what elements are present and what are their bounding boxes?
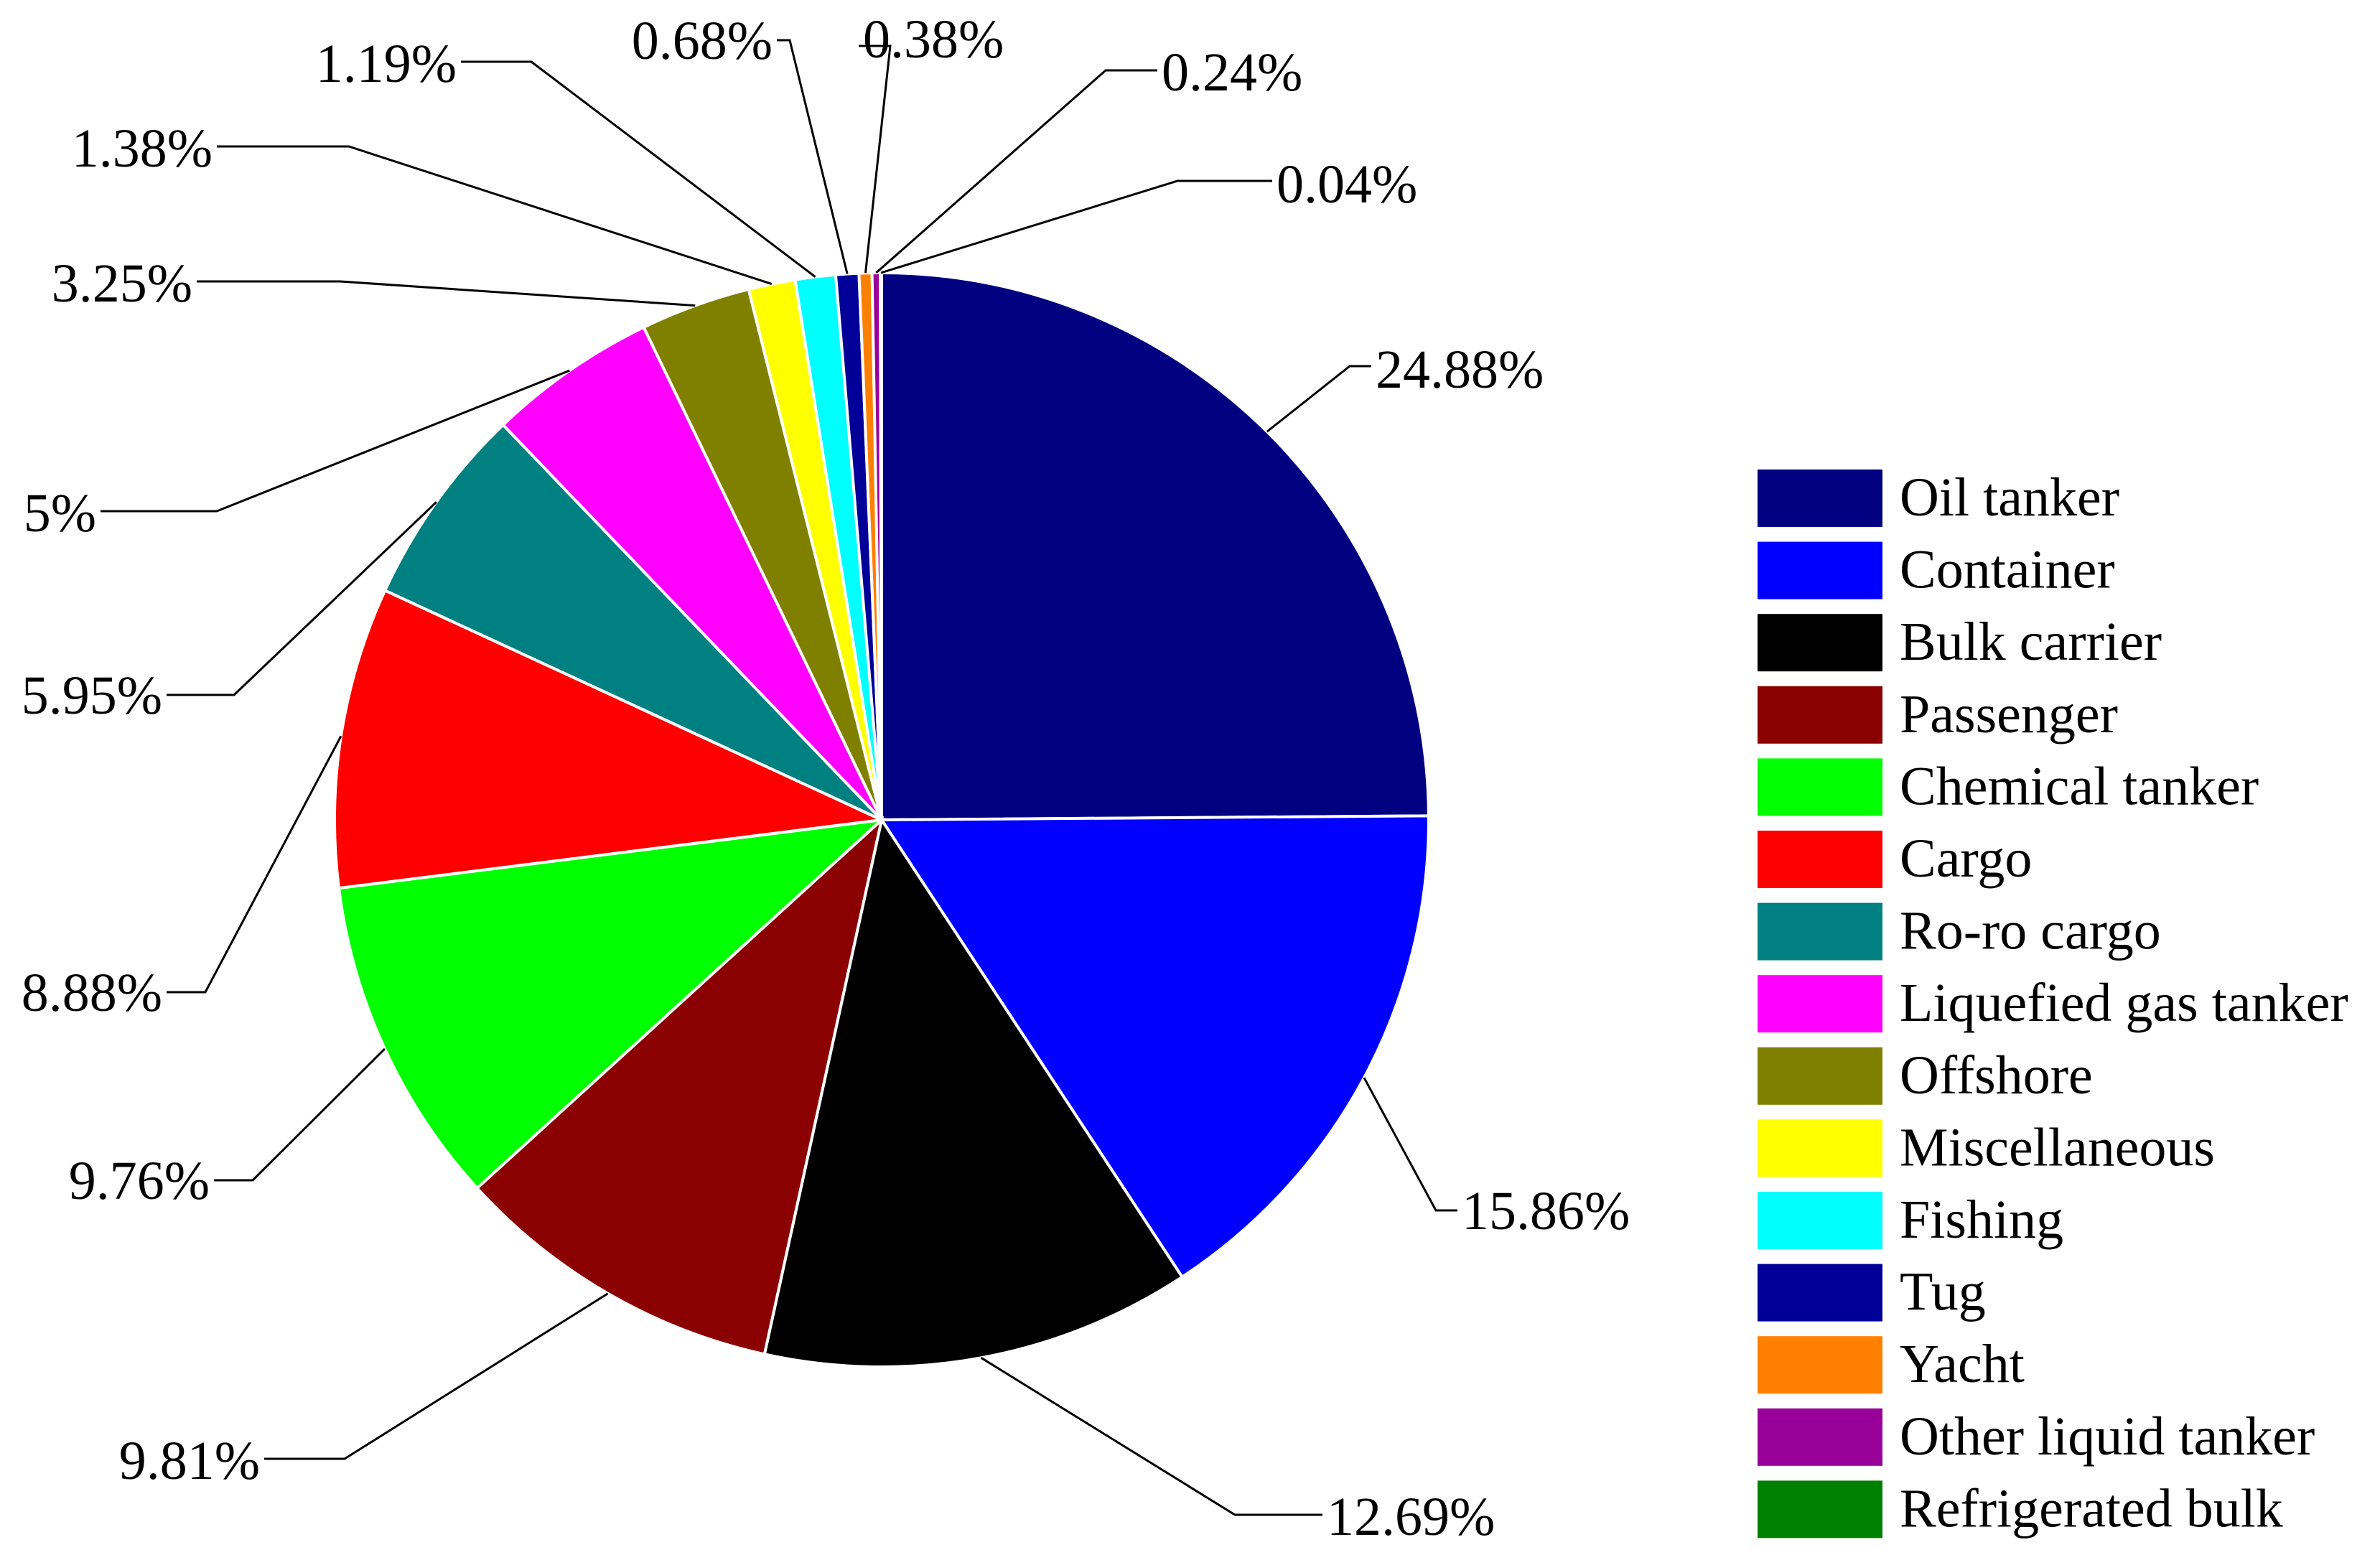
pie-slice-ro-ro-cargo	[383, 423, 883, 821]
leader-line	[461, 60, 816, 278]
legend-swatch	[1758, 614, 1882, 672]
pie-slice-oil-tanker	[880, 271, 1430, 822]
legend-swatch	[1758, 1336, 1882, 1394]
pie-slice-refrigerated-bulk	[879, 271, 883, 821]
legend-label: Offshore	[1900, 1045, 2093, 1106]
pie-slice-container	[879, 814, 1430, 1279]
data-label: 0.68%	[632, 11, 773, 71]
legend-swatch	[1758, 1264, 1882, 1322]
legend-label: Oil tanker	[1900, 467, 2119, 528]
leader-line	[880, 179, 1272, 274]
data-label: 15.86%	[1462, 1181, 1630, 1241]
legend-swatch	[1758, 975, 1882, 1033]
legend-swatch	[1758, 686, 1882, 744]
pie-slice-liquefied-gas-tanker	[500, 325, 883, 821]
legend-swatch	[1758, 758, 1882, 816]
leader-line	[1363, 1077, 1457, 1212]
legend-label: Miscellaneous	[1900, 1117, 2215, 1177]
data-label: 0.38%	[863, 9, 1004, 70]
legend-label: Liquefied gas tanker	[1900, 973, 2348, 1033]
legend-swatch	[1758, 470, 1882, 527]
pie-slice-bulk-carrier	[762, 816, 1185, 1368]
legend-swatch	[1758, 1480, 1882, 1538]
legend-swatch	[1758, 1192, 1882, 1249]
leader-line	[197, 280, 696, 307]
leader-line	[214, 1047, 386, 1182]
leader-line	[167, 501, 437, 696]
data-label: 8.88%	[22, 963, 162, 1023]
legend-label: Ro-ro cargo	[1900, 901, 2161, 961]
legend-swatch	[1758, 1119, 1882, 1177]
pie-slice-cargo	[333, 588, 887, 890]
leader-line	[101, 369, 570, 513]
legend-label: Passenger	[1900, 684, 2118, 744]
legend-swatch	[1758, 831, 1882, 888]
pie-slice-passenger	[475, 816, 885, 1356]
percentage-labels: 24.88% 15.86% 12.69% 9.81% 9.76% 8.88% 5.95% 5%…	[22, 9, 1630, 1547]
legend-label: Fishing	[1900, 1190, 2063, 1250]
legend-label: Tug	[1900, 1262, 1986, 1322]
legend-label: Other liquid tanker	[1900, 1406, 2315, 1467]
data-label: 3.25%	[52, 253, 192, 314]
data-label: 12.69%	[1327, 1487, 1495, 1547]
legend-swatch	[1758, 902, 1882, 961]
leader-line	[859, 45, 892, 274]
data-label: 5.95%	[22, 666, 162, 726]
legend-swatch	[1758, 1047, 1882, 1105]
leader-line	[1266, 365, 1371, 433]
legend-swatch	[1758, 541, 1882, 599]
leader-line	[777, 39, 849, 274]
legend-label: Refrigerated bulk	[1900, 1478, 2283, 1538]
data-label: 5%	[24, 483, 96, 543]
data-label: 9.76%	[69, 1151, 210, 1211]
leader-line	[217, 145, 773, 285]
pie-slice-chemical-tanker	[337, 818, 887, 1190]
data-label: 0.24%	[1162, 42, 1302, 103]
legend-label: Yacht	[1900, 1334, 2025, 1394]
leader-line	[264, 1292, 609, 1460]
legend-label: Cargo	[1900, 828, 2032, 889]
data-label: 9.81%	[119, 1431, 260, 1491]
leader-lines	[101, 39, 1457, 1516]
data-label: 1.19%	[316, 34, 457, 94]
leader-line	[980, 1357, 1322, 1516]
legend: Oil tanker Container Bulk carrier Passenger…	[1758, 467, 2348, 1538]
data-label: 0.04%	[1277, 154, 1417, 215]
legend-swatch	[1758, 1408, 1882, 1466]
legend-label: Bulk carrier	[1900, 612, 2162, 672]
data-label: 24.88%	[1376, 340, 1544, 400]
pie-slices	[333, 271, 1430, 1368]
legend-label: Chemical tanker	[1900, 756, 2259, 816]
leader-line	[167, 735, 342, 994]
data-label: 1.38%	[72, 118, 213, 179]
leader-line	[875, 69, 1157, 274]
legend-label: Container	[1900, 540, 2115, 600]
